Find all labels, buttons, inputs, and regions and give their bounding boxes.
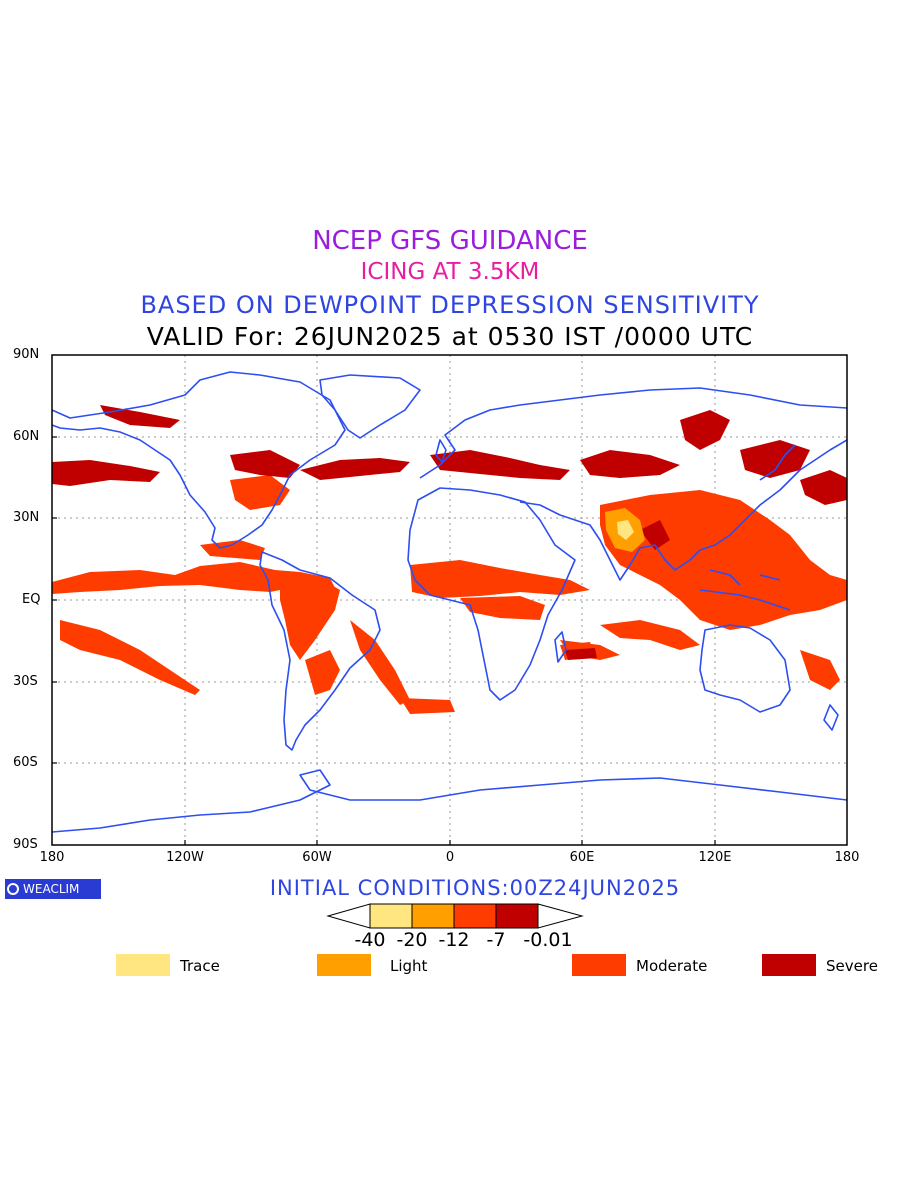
legend-swatch-moderate [572,954,626,976]
icing-areas [52,405,847,714]
icing-area-atlantic-itcz [410,560,590,598]
world-map [51,354,848,846]
icing-area-north-atlantic [300,458,410,480]
coastlines [52,371,847,833]
icing-area-patagonia [305,650,340,695]
lon-label-120e: 120E [698,850,732,865]
lat-label-eq: EQ [22,592,41,607]
coast-australia [699,624,791,713]
icing-area-coral-sea [800,650,840,690]
coast-greenland [319,374,421,439]
colorbar-label-2: -20 [396,929,428,951]
coast-south-america [259,551,381,751]
icing-area-himalaya-trace [617,520,634,540]
coast-north-america [52,371,346,549]
coast-uk [435,439,447,463]
logo-text: WEACLIM [23,882,80,896]
legend-label-trace: Trace [180,957,220,975]
colorbar [326,903,584,929]
legend-label-severe: Severe [826,957,878,975]
chart-subtitle-method: BASED ON DEWPOINT DEPRESSION SENSITIVITY [140,291,760,319]
lat-label-30n: 30N [13,510,40,525]
legend-swatch-severe [762,954,816,976]
lon-label-0: 0 [445,850,455,865]
colorbar-label-4: -7 [486,929,506,951]
lon-label-180e: 180 [834,850,860,865]
lat-label-60n: 60N [13,429,40,444]
valid-time-label: VALID For: 26JUN2025 at 0530 IST /0000 U… [146,322,754,351]
legend-label-moderate: Moderate [636,957,708,975]
lon-label-60w: 60W [302,850,332,865]
lon-label-120w: 120W [166,850,204,865]
colorbar-trace [369,903,413,929]
initial-conditions-label: INITIAL CONDITIONS:00Z24JUN2025 [269,876,681,900]
colorbar-light [411,903,455,929]
colorbar-label-5: -0.01 [523,929,573,951]
icing-area-brazil-coast [350,620,410,705]
chart-subtitle-level: ICING AT 3.5KM [360,259,540,285]
colorbar-left-arrow [326,903,371,929]
icing-area-canada [230,450,300,478]
icing-area-pacific-south [600,620,700,650]
coast-madagascar [554,631,567,663]
lat-label-30s: 30S [13,674,38,689]
coast-indonesia [699,569,791,611]
coast-new-zealand [823,704,839,731]
lat-label-90n: 90N [13,347,40,362]
coast-africa [407,487,576,701]
lon-label-180w: 180 [39,850,65,865]
colorbar-label-3: -12 [438,929,470,951]
icing-area-central-africa [460,596,545,620]
colorbar-right-arrow [537,903,584,929]
coast-antarctica [52,769,847,833]
icing-area-west-pacific [750,540,800,570]
icing-area-siberia [580,450,680,478]
lat-label-60s: 60S [13,755,38,770]
icing-area-europe [430,450,570,480]
icing-area-us-east [230,475,290,510]
icing-area-itcz-pacific [52,562,335,594]
icing-area-south-atlantic [400,698,455,714]
icing-area-bay-of-bengal [640,520,670,550]
chart-title: NCEP GFS GUIDANCE [312,226,588,256]
logo-circle-icon [7,883,19,895]
colorbar-severe [495,903,539,929]
colorbar-moderate [453,903,497,929]
coast-europe-asia [419,387,847,581]
lon-label-60e: 60E [569,850,595,865]
weaclim-logo: WEACLIM [5,879,101,899]
legend-swatch-light [317,954,371,976]
legend-label-light: Light [390,957,428,975]
icing-area-kamchatka [740,440,810,478]
icing-area-south-pacific-east [60,620,200,695]
colorbar-label-1: -40 [354,929,386,951]
icing-area-indian-ocean-south [565,648,597,660]
coast-japan [759,444,796,481]
legend-swatch-trace [116,954,170,976]
icing-area-okhotsk [680,410,730,450]
lat-label-90s: 90S [13,837,38,852]
icing-area-north-pacific [52,460,160,486]
icing-area-south-america [280,578,340,660]
icing-area-north-pacific-west [800,470,847,505]
